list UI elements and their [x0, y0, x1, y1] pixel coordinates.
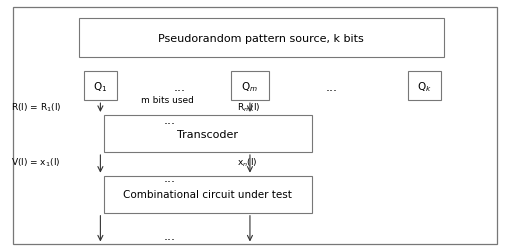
Text: R$_m$(l): R$_m$(l)	[237, 101, 261, 113]
Text: Q$_k$: Q$_k$	[417, 79, 432, 93]
Text: Combinational circuit under test: Combinational circuit under test	[123, 190, 293, 200]
Text: R(l) = R$_1$(l): R(l) = R$_1$(l)	[11, 101, 61, 113]
Text: ...: ...	[164, 229, 176, 242]
FancyBboxPatch shape	[104, 176, 312, 213]
Text: V(l) = x$_1$(l): V(l) = x$_1$(l)	[11, 156, 60, 169]
Text: Transcoder: Transcoder	[177, 129, 238, 139]
Text: ...: ...	[174, 80, 186, 93]
Text: Pseudorandom pattern source, k bits: Pseudorandom pattern source, k bits	[158, 34, 364, 43]
Text: Q$_m$: Q$_m$	[241, 79, 258, 93]
FancyBboxPatch shape	[408, 72, 441, 101]
FancyBboxPatch shape	[79, 19, 444, 58]
FancyBboxPatch shape	[104, 116, 312, 152]
Text: Q$_1$: Q$_1$	[93, 79, 107, 93]
FancyBboxPatch shape	[231, 72, 269, 101]
Text: m bits used: m bits used	[141, 96, 194, 105]
Text: ...: ...	[164, 113, 176, 126]
FancyBboxPatch shape	[13, 8, 497, 244]
Text: x$_n$(l): x$_n$(l)	[237, 156, 258, 169]
Text: ...: ...	[326, 80, 338, 93]
Text: ...: ...	[164, 171, 176, 184]
FancyBboxPatch shape	[84, 72, 117, 101]
